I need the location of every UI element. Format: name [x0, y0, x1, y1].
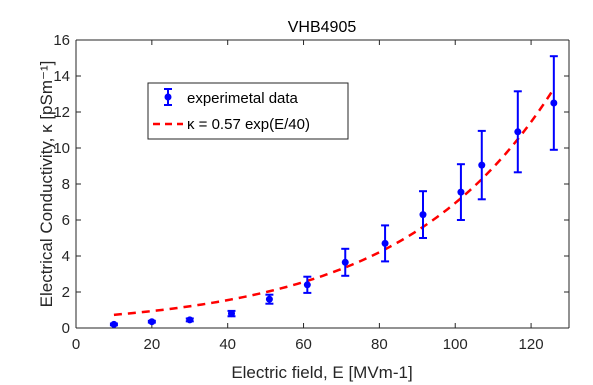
data-point [109, 320, 118, 328]
x-tick-label: 0 [72, 336, 80, 353]
y-tick-label: 2 [62, 284, 70, 301]
x-tick-label: 40 [219, 336, 236, 353]
data-point [147, 318, 156, 326]
data-marker [419, 211, 427, 219]
fit-curve [113, 87, 555, 317]
x-axis-label: Electric field, E [MVm-1] [231, 363, 412, 382]
x-tick-label: 80 [371, 336, 388, 353]
legend-label-data: experimetal data [187, 90, 299, 107]
y-tick-label: 14 [53, 68, 70, 85]
x-tick-label: 120 [519, 336, 544, 353]
y-tick-label: 8 [62, 176, 70, 193]
x-tick-label: 20 [144, 336, 161, 353]
legend: experimetal data κ = 0.57 exp(E/40) [147, 82, 349, 140]
data-marker [381, 239, 389, 247]
data-point [227, 309, 236, 318]
x-tick-label: 100 [443, 336, 468, 353]
y-tick-label: 10 [53, 140, 70, 157]
legend-marker-icon [164, 93, 172, 101]
y-tick-label: 4 [62, 248, 70, 265]
data-point [185, 316, 194, 324]
legend-box [147, 82, 349, 140]
data-marker [265, 295, 273, 303]
data-point [265, 293, 274, 305]
legend-label-fit: κ = 0.57 exp(E/40) [187, 116, 310, 133]
y-tick-label: 16 [53, 32, 70, 49]
data-point [418, 190, 427, 239]
data-marker [550, 99, 558, 107]
data-marker [457, 188, 465, 196]
data-point [303, 275, 312, 294]
data-point [549, 55, 558, 151]
data-marker [110, 320, 118, 328]
data-marker [341, 258, 349, 266]
y-tick-label: 0 [62, 320, 70, 337]
data-marker [303, 281, 311, 289]
x-tick-label: 60 [295, 336, 312, 353]
y-axis-label: Electrical Conductivity, κ [pSm⁻¹] [37, 61, 56, 308]
chart-title: VHB4905 [288, 19, 357, 36]
data-marker [148, 318, 156, 326]
data-point [341, 247, 350, 277]
y-tick-label: 12 [53, 104, 70, 121]
data-point [456, 163, 465, 221]
data-point [477, 129, 486, 201]
data-point [381, 224, 390, 263]
data-marker [478, 161, 486, 169]
data-marker [186, 316, 194, 324]
points-layer [109, 55, 558, 328]
y-tick-label: 6 [62, 212, 70, 229]
data-marker [514, 128, 522, 136]
fit-layer [113, 87, 555, 317]
data-marker [227, 310, 235, 318]
axes: 0 20 40 60 80 100 120 0 2 4 6 8 10 12 14 16 [53, 32, 570, 353]
data-point [513, 90, 522, 174]
